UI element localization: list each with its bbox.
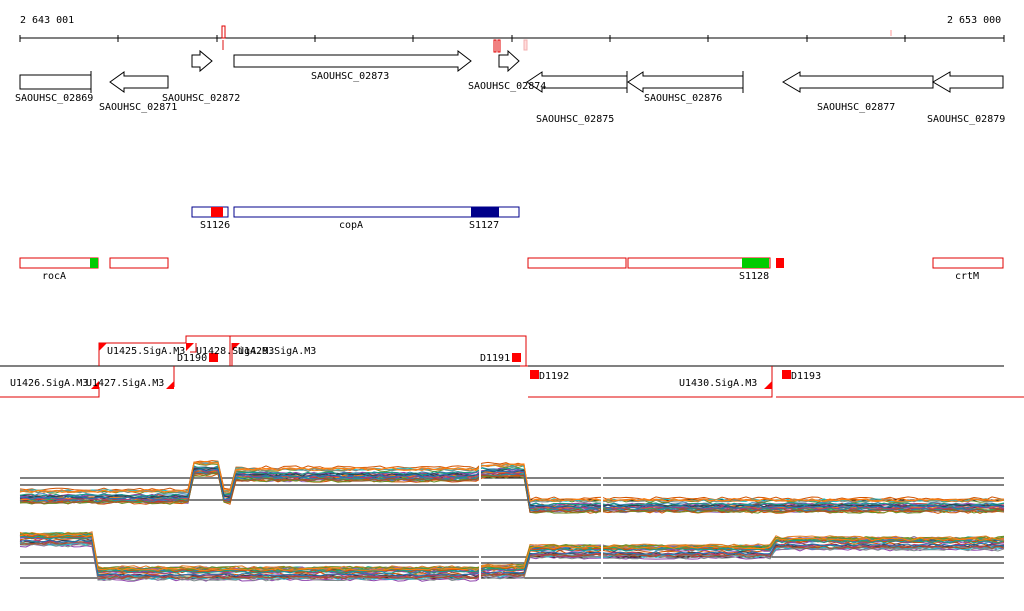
feature-label: S1126	[200, 220, 230, 231]
axis-ticks	[19, 35, 1005, 42]
gene-label: SAOUHSC_02875	[536, 114, 614, 125]
transcript-label[interactable]: D1193	[791, 371, 821, 382]
gene-saouhsc-02869[interactable]	[19, 71, 92, 93]
transcript-label[interactable]: D1190	[177, 353, 207, 364]
gene-label: SAOUHSC_02879	[927, 114, 1005, 125]
feature-s1127-mark[interactable]	[471, 207, 499, 217]
feature-box[interactable]	[109, 257, 169, 269]
axis-markers	[221, 25, 892, 53]
transcript-label[interactable]: D1191	[480, 353, 510, 364]
expression-profile-line	[19, 533, 1005, 572]
transcript-label[interactable]: U1430.SigA.M3	[679, 378, 757, 389]
transcript-label[interactable]: U1428.SigA.M3	[196, 346, 274, 357]
promoter-markers	[91, 343, 791, 389]
feature-crtm-box[interactable]	[932, 257, 1004, 269]
expression-profile-line	[19, 541, 1005, 580]
expression-profile-line	[19, 462, 1005, 503]
transcript-label[interactable]: U1426.SigA.M3	[10, 378, 88, 389]
feature-box[interactable]	[627, 257, 771, 269]
expression-profile-line	[19, 460, 1005, 503]
feature-s1128-highlight[interactable]	[742, 258, 769, 268]
feature-roca-highlight	[90, 258, 98, 268]
expression-profile-line	[19, 531, 1005, 570]
gene-label: SAOUHSC_02872	[162, 93, 240, 104]
transcript-label[interactable]: U1429.SigA.M3	[238, 346, 316, 357]
feature-red-mark	[776, 258, 784, 268]
gene-label: SAOUHSC_02877	[817, 102, 895, 113]
expression-profile-line	[19, 538, 1004, 577]
transcript-label[interactable]: U1427.SigA.M3	[86, 378, 164, 389]
feature-roca-box[interactable]	[19, 257, 99, 269]
feature-box[interactable]	[527, 257, 627, 269]
expression-profile-line	[19, 472, 1005, 513]
gene-saouhsc-02879[interactable]	[932, 71, 1004, 93]
gene-label: SAOUHSC_02873	[311, 71, 389, 82]
red-feature-track: rocA S1128 crtM	[19, 257, 1004, 282]
transcription-track: U1425.SigA.M3 U1426.SigA.M3 U1427.SigA.M…	[0, 335, 1024, 398]
gene-label: SAOUHSC_02874	[468, 81, 546, 92]
gap-marker	[479, 450, 481, 520]
transcript-label[interactable]: U1425.SigA.M3	[107, 346, 185, 357]
gene-saouhsc-02877[interactable]	[782, 71, 934, 93]
gene-saouhsc-02875[interactable]	[526, 71, 628, 93]
gene-saouhsc-02876[interactable]	[627, 71, 744, 93]
gap-marker	[601, 540, 603, 580]
gap-marker	[479, 545, 481, 590]
feature-s1126-mark	[211, 207, 223, 217]
axis-end-label: 2 653 000	[947, 15, 1001, 26]
gene-saouhsc-02873[interactable]	[233, 49, 472, 73]
gene-label: SAOUHSC_02876	[644, 93, 722, 104]
feature-copa-box[interactable]	[233, 206, 520, 218]
expression-profile-line	[19, 473, 1005, 514]
gene-labels: SAOUHSC_02869 SAOUHSC_02871 SAOUHSC_0287…	[15, 71, 1005, 125]
gene-label: SAOUHSC_02871	[99, 102, 177, 113]
feature-label: rocA	[42, 271, 66, 282]
gap-marker	[601, 470, 603, 520]
gene-saouhsc-02871[interactable]	[109, 71, 169, 93]
axis-start-label: 2 643 001	[20, 15, 74, 26]
gene-label: SAOUHSC_02869	[15, 93, 93, 104]
expression-profile-line	[19, 467, 1005, 509]
gene-saouhsc-02872[interactable]	[191, 49, 213, 73]
feature-s1126-box[interactable]	[191, 206, 229, 218]
expression-profiles-top	[19, 460, 1005, 514]
feature-label: crtM	[955, 271, 979, 282]
feature-label: copA	[339, 220, 363, 231]
expression-profile-line	[19, 535, 1005, 574]
feature-label: S1128	[739, 271, 769, 282]
coordinate-axis: 2 643 001 2 653 000	[19, 15, 1005, 53]
expression-panel-bottom	[19, 531, 1005, 590]
expression-panel-top	[19, 450, 1005, 520]
gene-track	[19, 49, 1004, 93]
feature-label: S1127	[469, 220, 499, 231]
blue-feature-track: S1126 copA S1127	[191, 206, 520, 231]
gene-saouhsc-02874[interactable]	[498, 49, 520, 73]
transcript-label[interactable]: D1192	[539, 371, 569, 382]
expression-profiles-bottom	[19, 531, 1005, 582]
